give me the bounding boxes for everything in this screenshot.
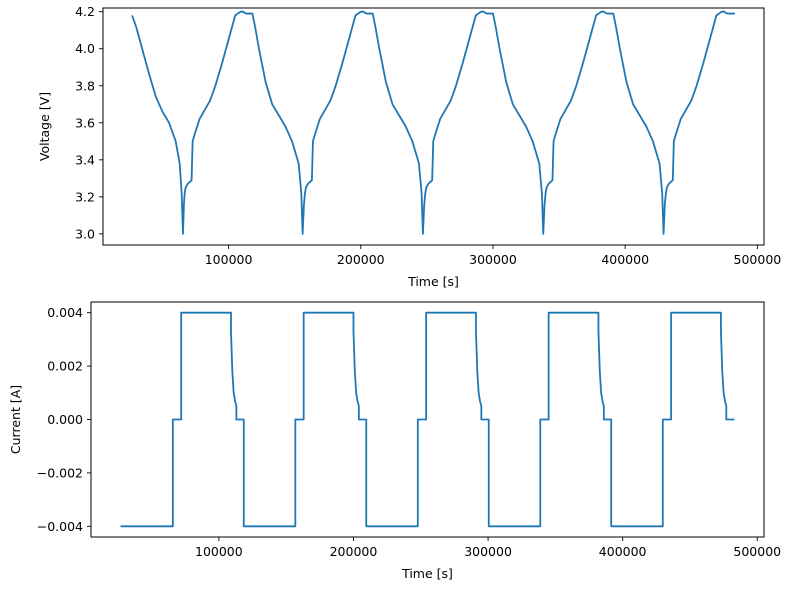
voltage-x-tick-label: 500000 [734, 252, 782, 267]
voltage-y-tick-label: 4.2 [75, 4, 95, 19]
current-x-tick-label: 500000 [733, 544, 781, 559]
current-x-tick-label: 200000 [330, 544, 378, 559]
current-x-ticks: 100000 200000 300000 400000 500000 [195, 537, 781, 559]
voltage-x-tick-label: 300000 [469, 252, 517, 267]
voltage-y-tick-label: 4.0 [75, 41, 95, 56]
current-y-tick-label: −0.002 [37, 465, 83, 480]
current-x-tick-label: 100000 [195, 544, 243, 559]
current-x-axis-label: Time [s] [401, 566, 453, 581]
voltage-series-line [131, 10, 735, 235]
voltage-y-tick-label: 3.8 [75, 78, 95, 93]
voltage-y-tick-label: 3.4 [75, 152, 95, 167]
voltage-y-tick-label: 3.0 [75, 226, 95, 241]
voltage-x-tick-label: 200000 [337, 252, 385, 267]
voltage-y-axis-label: Voltage [V] [37, 92, 52, 161]
voltage-y-tick-label: 3.6 [75, 115, 95, 130]
current-y-tick-label: −0.004 [37, 519, 83, 534]
current-y-ticks: −0.004 −0.002 0.000 0.002 0.004 [37, 305, 91, 534]
current-x-tick-label: 300000 [464, 544, 512, 559]
current-panel: 100000 200000 300000 400000 500000 −0.004−0.… [8, 301, 781, 581]
voltage-panel: 100000 200000 300000 400000 500000 3.0 3.2 3.4… [37, 4, 781, 289]
current-y-tick-label: 0.002 [47, 359, 83, 374]
voltage-y-tick-label: 3.2 [75, 189, 95, 204]
current-series-line [120, 311, 735, 528]
voltage-y-ticks: 3.0 3.2 3.4 3.6 3.8 4.0 4.2 [75, 4, 103, 241]
voltage-x-ticks: 100000 200000 300000 400000 500000 [205, 245, 782, 267]
current-y-axis-label: Current [A] [8, 385, 23, 454]
voltage-x-tick-label: 400000 [601, 252, 649, 267]
voltage-x-axis-label: Time [s] [407, 274, 459, 289]
current-y-tick-label: 0.000 [47, 412, 83, 427]
voltage-x-tick-label: 100000 [205, 252, 253, 267]
current-x-tick-label: 400000 [599, 544, 647, 559]
voltage-plot-frame [102, 7, 765, 246]
current-y-tick-label: 0.004 [47, 305, 83, 320]
